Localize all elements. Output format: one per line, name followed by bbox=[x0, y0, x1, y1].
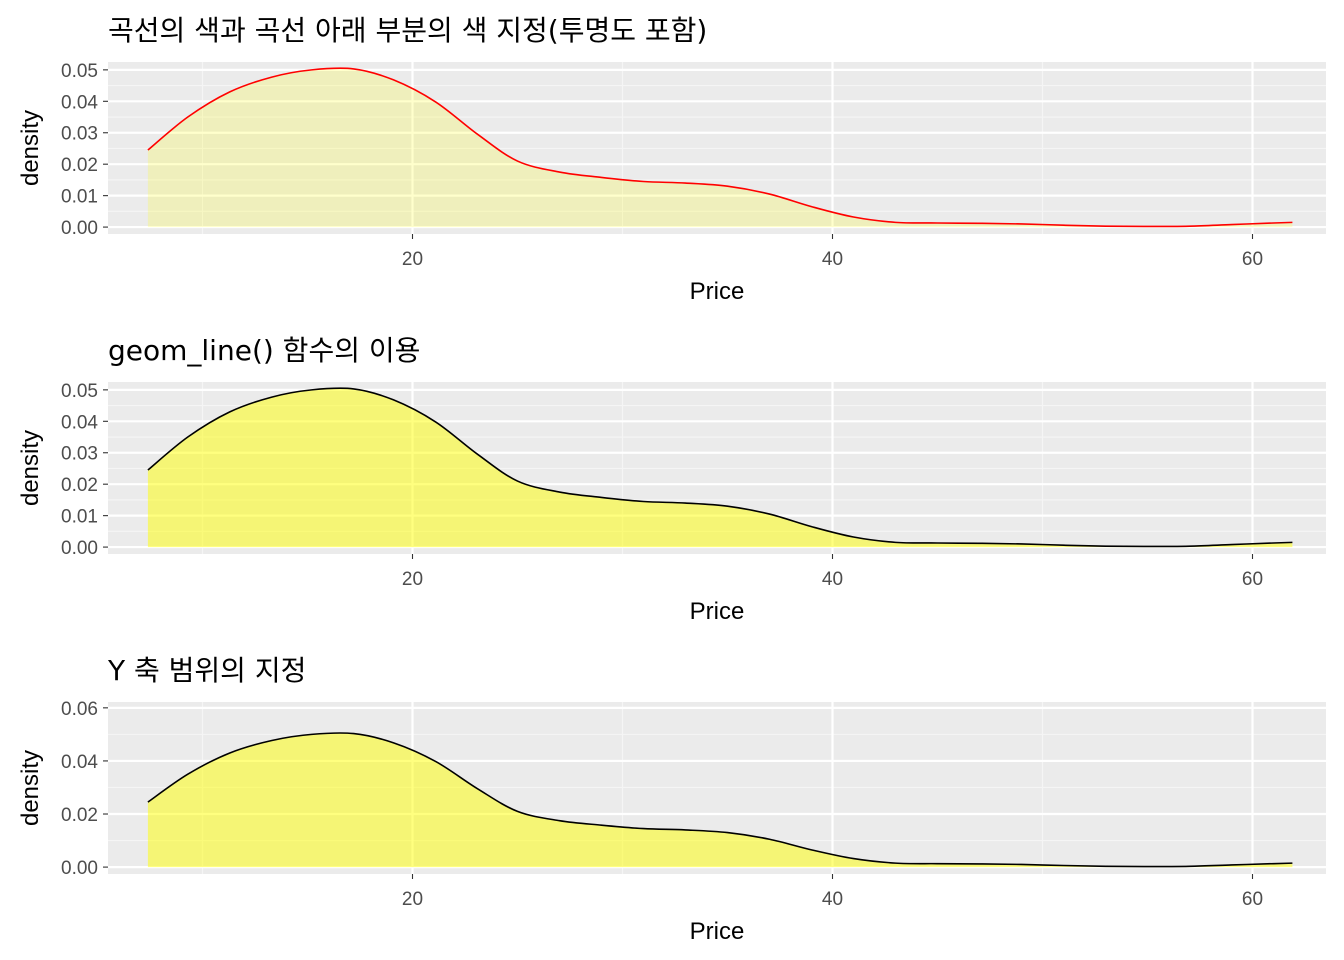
panel-title: Y 축 범위의 지정 bbox=[107, 654, 306, 687]
y-tick-label: 0.00 bbox=[61, 858, 98, 879]
density-area bbox=[147, 68, 1293, 228]
y-tick-label: 0.01 bbox=[61, 507, 98, 528]
panel-title: 곡선의 색과 곡선 아래 부분의 색 지정(투명도 포함) bbox=[108, 14, 707, 47]
y-axis-label: density bbox=[17, 110, 44, 186]
x-tick-label: 20 bbox=[402, 249, 423, 270]
x-tick-label: 20 bbox=[402, 569, 423, 590]
y-tick-label: 0.03 bbox=[61, 124, 98, 145]
y-tick-label: 0.04 bbox=[61, 412, 98, 433]
x-tick-label: 60 bbox=[1242, 249, 1263, 270]
x-tick-label: 20 bbox=[402, 889, 423, 910]
y-tick-label: 0.00 bbox=[61, 538, 98, 559]
y-tick-label: 0.00 bbox=[61, 218, 98, 239]
y-tick-label: 0.04 bbox=[61, 92, 98, 113]
chart-panel-2: geom_line() 함수의 이용 0.00 0.01 0.02 0.03 0.04 0.… bbox=[17, 334, 1326, 625]
x-tick-label: 40 bbox=[822, 569, 843, 590]
density-curve bbox=[147, 387, 1293, 548]
y-tick-label: 0.02 bbox=[61, 155, 98, 176]
panel-title: geom_line() 함수의 이용 bbox=[108, 334, 420, 367]
chart-panel-1: 곡선의 색과 곡선 아래 부분의 색 지정(투명도 포함) 0.00 0.01 0.0… bbox=[17, 14, 1326, 305]
y-tick-label: 0.02 bbox=[61, 805, 98, 826]
y-axis-label: density bbox=[17, 750, 44, 826]
y-tick-label: 0.03 bbox=[61, 444, 98, 465]
y-tick-label: 0.01 bbox=[61, 187, 98, 208]
chart-panel-3: Y 축 범위의 지정 0.00 0.02 0.04 0.06 20 40 60 Price den… bbox=[17, 654, 1326, 945]
y-tick-label: 0.04 bbox=[61, 752, 98, 773]
density-area bbox=[147, 732, 1293, 868]
x-tick-label: 60 bbox=[1242, 889, 1263, 910]
y-tick-label: 0.05 bbox=[61, 381, 98, 402]
y-tick-label: 0.05 bbox=[61, 61, 98, 82]
x-axis-label: Price bbox=[690, 598, 745, 625]
density-curve bbox=[147, 67, 1293, 228]
y-axis-label: density bbox=[17, 430, 44, 506]
x-tick-label: 60 bbox=[1242, 569, 1263, 590]
density-curve bbox=[147, 732, 1293, 868]
x-axis-label: Price bbox=[690, 918, 745, 945]
y-tick-label: 0.02 bbox=[61, 475, 98, 496]
x-tick-label: 40 bbox=[822, 889, 843, 910]
x-axis-label: Price bbox=[690, 278, 745, 305]
density-area bbox=[147, 388, 1293, 548]
x-tick-label: 40 bbox=[822, 249, 843, 270]
y-tick-label: 0.06 bbox=[61, 699, 98, 720]
